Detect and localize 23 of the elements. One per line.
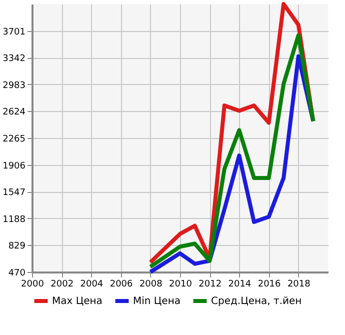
y-tick-label: 470 <box>8 268 26 278</box>
x-tick-label: 2010 <box>169 280 192 290</box>
x-tick-label: 2006 <box>110 280 134 290</box>
y-tick-label: 3342 <box>2 54 26 64</box>
x-tick-label: 2000 <box>21 280 44 290</box>
x-tick-label: 2002 <box>50 280 74 290</box>
x-tick-label: 2014 <box>228 280 252 290</box>
x-tick-label: 2008 <box>139 280 163 290</box>
y-tick-label: 2265 <box>2 134 26 144</box>
legend-label: Max Цена <box>52 296 102 307</box>
y-tick-label: 1188 <box>2 214 26 225</box>
x-tick-label: 2016 <box>258 280 282 290</box>
x-tick-label: 2012 <box>198 280 222 290</box>
y-tick-label: 3701 <box>2 27 26 38</box>
y-tick-label: 829 <box>8 242 26 252</box>
y-tick-label: 1906 <box>2 161 26 172</box>
y-tick-label: 2983 <box>2 80 26 91</box>
y-tick-label: 2624 <box>2 108 26 118</box>
legend-label: Min Цена <box>133 296 181 307</box>
x-tick-label: 2018 <box>287 280 311 290</box>
legend-label: Сред.Цена, т.йен <box>211 296 302 307</box>
y-tick-label: 1547 <box>2 188 26 198</box>
x-tick-label: 2004 <box>80 280 104 290</box>
